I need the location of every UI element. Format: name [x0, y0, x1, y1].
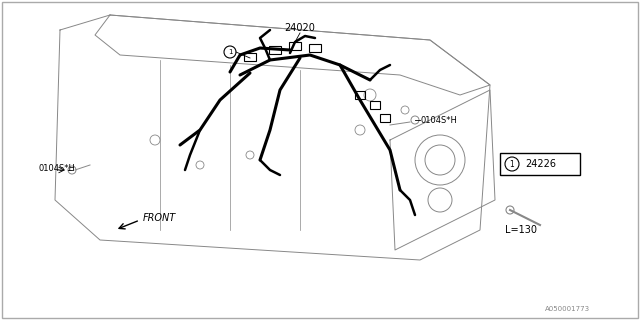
Text: 0104S*H: 0104S*H	[420, 116, 457, 124]
Bar	[289, 42, 301, 50]
Text: 0104S*H: 0104S*H	[38, 164, 75, 172]
Text: A050001773: A050001773	[545, 306, 590, 312]
Bar	[309, 44, 321, 52]
Bar	[380, 114, 390, 122]
Text: FRONT: FRONT	[143, 213, 176, 223]
Text: 24226: 24226	[525, 159, 556, 169]
Bar	[370, 101, 380, 109]
Bar	[269, 46, 281, 54]
Text: 24020: 24020	[285, 23, 316, 33]
Text: L=130: L=130	[505, 225, 537, 235]
Bar	[244, 53, 256, 61]
Text: 1: 1	[509, 159, 515, 169]
Bar	[355, 91, 365, 99]
Text: 1: 1	[228, 49, 232, 55]
